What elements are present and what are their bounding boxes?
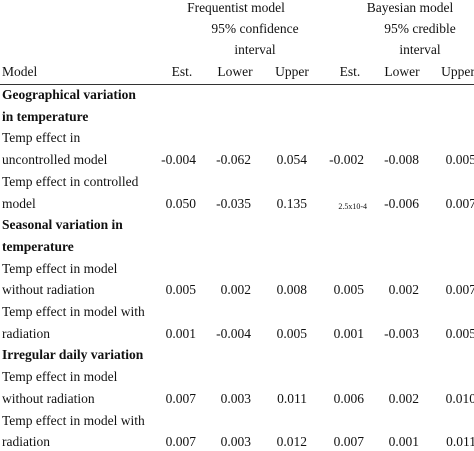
section-title: Geographical variation <box>2 87 136 102</box>
column-header: Est. <box>339 64 361 79</box>
row-label: model <box>2 195 36 211</box>
row-label: Temp effect in <box>2 130 81 146</box>
cell-value: -0.004 <box>216 325 251 341</box>
cell-value: 0.007 <box>445 195 474 211</box>
cell-value: 0.003 <box>220 434 251 450</box>
cell-value: -0.003 <box>384 325 419 341</box>
cell-value: -0.035 <box>216 195 251 211</box>
row-label: Temp effect in model <box>2 260 118 276</box>
column-header: Est. <box>171 64 193 79</box>
section-title: in temperature <box>2 108 89 124</box>
cell-value: 0.008 <box>276 282 307 298</box>
cell-value: 0.005 <box>165 282 196 298</box>
cell-value: 0.001 <box>165 325 196 341</box>
group-subtitle: 95% credible <box>384 21 456 36</box>
cell-value: 0.135 <box>276 195 307 211</box>
row-label: Temp effect in model with <box>2 304 145 319</box>
group-title: Frequentist model <box>187 0 285 15</box>
group-subtitle: interval <box>399 42 441 57</box>
cell-value: -0.006 <box>384 195 419 211</box>
cell-value: 0.007 <box>165 390 196 406</box>
cell-value: -0.004 <box>161 152 196 168</box>
cell-value: 0.011 <box>446 434 474 450</box>
section-title: Seasonal variation in <box>2 217 123 233</box>
row-label: uncontrolled model <box>2 152 108 168</box>
cell-value: 0.050 <box>165 195 196 211</box>
group-title: Bayesian model <box>366 0 454 15</box>
cell-value: 0.002 <box>220 282 251 298</box>
cell-value: 0.006 <box>333 390 364 406</box>
row-label: radiation <box>2 434 50 450</box>
cell-value: 0.002 <box>388 282 419 298</box>
cell-value: 0.005 <box>333 282 364 298</box>
cell-value: 0.005 <box>276 325 307 341</box>
row-label: Temp effect in model <box>2 369 118 385</box>
cell-value: 0.007 <box>445 282 474 298</box>
cell-value: 0.011 <box>277 390 307 406</box>
cell-value: -0.002 <box>329 152 364 168</box>
cell-value: -0.008 <box>384 152 419 168</box>
cell-value: 0.001 <box>333 325 364 341</box>
row-label: Temp effect in model with <box>2 412 145 428</box>
section-title: Irregular daily variation <box>2 347 144 363</box>
group-subtitle: 95% confidence <box>211 21 299 36</box>
row-label: without radiation <box>2 282 95 298</box>
column-header: Lower <box>217 64 253 79</box>
cell-value: 0.002 <box>388 390 419 406</box>
cell-value: 0.005 <box>445 152 474 168</box>
cell-value: 0.003 <box>220 390 251 406</box>
column-header: Upper <box>275 64 309 79</box>
row-label: without radiation <box>2 390 95 406</box>
cell-value: 0.054 <box>276 152 307 168</box>
column-header: Upper <box>441 64 474 79</box>
header-rule <box>0 84 474 85</box>
cell-value: 2.5x10-4 <box>338 201 367 211</box>
cell-value: 0.007 <box>165 434 196 450</box>
row-label: radiation <box>2 325 50 341</box>
section-title: temperature <box>2 238 74 254</box>
cell-value: 0.012 <box>276 434 307 450</box>
column-header: Model <box>2 64 38 79</box>
column-header: Lower <box>384 64 420 79</box>
cell-value: 0.005 <box>445 325 474 341</box>
cell-value: 0.007 <box>333 434 364 450</box>
row-label: Temp effect in controlled <box>2 173 139 189</box>
cell-value: 0.001 <box>388 434 419 450</box>
cell-value: 0.010 <box>445 390 474 406</box>
cell-value: -0.062 <box>216 152 251 168</box>
group-subtitle: interval <box>234 42 276 57</box>
